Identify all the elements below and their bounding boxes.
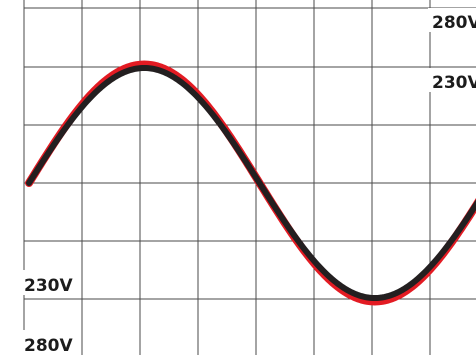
tick-label-top-lower: 230V xyxy=(432,73,476,93)
tick-label-top-upper: 280V xyxy=(432,13,476,33)
label-mask-bottom-upper xyxy=(22,270,80,295)
label-mask-top-lower xyxy=(428,68,476,92)
tick-label-bottom-upper: 230V xyxy=(24,276,73,296)
label-mask-bottom-lower xyxy=(22,330,80,355)
label-mask-top-upper xyxy=(428,8,476,32)
grid-lines xyxy=(23,0,476,355)
series-line-1 xyxy=(26,65,476,301)
series-layer xyxy=(25,60,476,306)
tick-label-bottom-lower: 280V xyxy=(24,336,73,355)
